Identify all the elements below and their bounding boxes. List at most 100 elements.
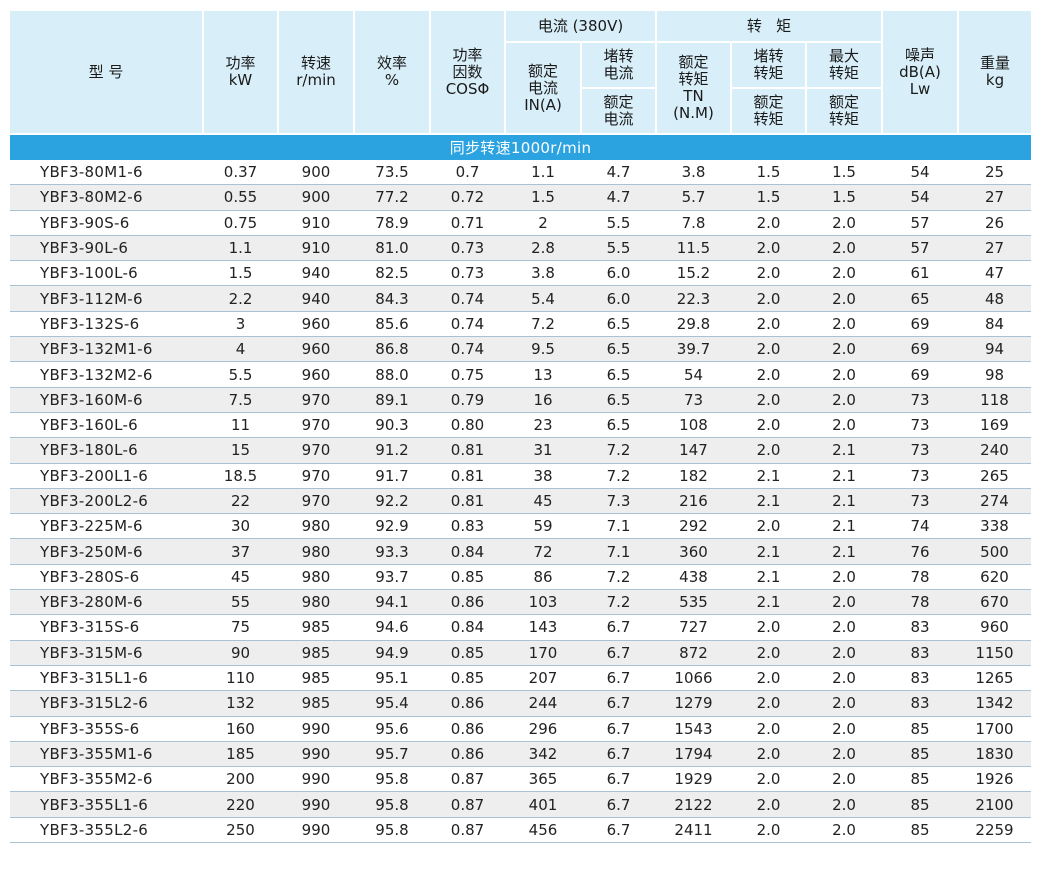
cell-locked-current-ratio: 6.7 <box>581 716 656 742</box>
cell-speed: 990 <box>278 766 354 793</box>
cell-weight: 1926 <box>958 766 1031 793</box>
cell-rated-torque: 108 <box>656 412 731 439</box>
cell-model: YBF3-315S-6 <box>10 614 203 641</box>
cell-locked-torque-ratio: 2.0 <box>731 690 806 717</box>
cell-max-torque-ratio: 2.1 <box>806 437 882 464</box>
cell-locked-torque-ratio: 2.0 <box>731 640 806 666</box>
cell-locked-current-ratio: 5.5 <box>581 235 656 262</box>
cell-rated-torque: 292 <box>656 513 731 540</box>
table-row: YBF3-355L1-6 220 990 95.8 0.87 401 6.7 2122 2.0 2… <box>10 791 1031 818</box>
cell-rated-current: 38 <box>505 463 581 489</box>
cell-rated-current: 13 <box>505 361 581 388</box>
cell-locked-torque-ratio: 2.0 <box>731 336 806 363</box>
cell-max-torque-ratio: 2.1 <box>806 488 882 515</box>
cell-locked-current-ratio: 6.7 <box>581 690 656 717</box>
table-row: YBF3-80M2-6 0.55 900 77.2 0.72 1.5 4.7 5.7 1.5 1.… <box>10 184 1031 211</box>
cell-rated-current: 207 <box>505 665 581 692</box>
cell-power-factor: 0.84 <box>430 614 505 641</box>
table-row: YBF3-132S-6 3 960 85.6 0.74 7.2 6.5 29.8 2.0 2.0 6… <box>10 311 1031 338</box>
cell-power-factor: 0.74 <box>430 336 505 363</box>
cell-max-torque-ratio: 2.0 <box>806 564 882 591</box>
cell-power: 2.2 <box>203 285 278 312</box>
cell-rated-torque: 147 <box>656 437 731 464</box>
table-row: YBF3-250M-6 37 980 93.3 0.84 72 7.1 360 2.1 2.1 76… <box>10 538 1031 565</box>
cell-noise: 69 <box>882 311 958 338</box>
cell-locked-torque-ratio: 2.0 <box>731 412 806 439</box>
cell-rated-current: 342 <box>505 741 581 768</box>
cell-speed: 990 <box>278 716 354 742</box>
cell-weight: 47 <box>958 260 1031 287</box>
cell-speed: 960 <box>278 311 354 338</box>
cell-noise: 54 <box>882 160 958 186</box>
cell-max-torque-ratio: 2.0 <box>806 311 882 338</box>
cell-efficiency: 85.6 <box>354 311 430 338</box>
cell-speed: 970 <box>278 412 354 439</box>
cell-weight: 1342 <box>958 690 1031 717</box>
cell-rated-current: 5.4 <box>505 285 581 312</box>
cell-power: 11 <box>203 412 278 439</box>
cell-model: YBF3-160M-6 <box>10 387 203 413</box>
cell-max-torque-ratio: 1.5 <box>806 184 882 211</box>
cell-speed: 910 <box>278 235 354 262</box>
cell-locked-current-ratio: 5.5 <box>581 210 656 236</box>
header-torque-group: 转 矩 <box>656 11 883 43</box>
cell-noise: 85 <box>882 817 958 844</box>
header-locked-torque: 堵转 转矩 <box>731 42 807 89</box>
cell-rated-current: 365 <box>505 766 581 793</box>
cell-power: 45 <box>203 564 278 591</box>
cell-max-torque-ratio: 2.0 <box>806 260 882 287</box>
cell-locked-torque-ratio: 2.0 <box>731 437 806 464</box>
cell-rated-current: 103 <box>505 589 581 616</box>
cell-locked-current-ratio: 6.7 <box>581 791 656 818</box>
cell-power-factor: 0.83 <box>430 513 505 540</box>
cell-power-factor: 0.87 <box>430 766 505 793</box>
cell-noise: 73 <box>882 387 958 413</box>
cell-locked-torque-ratio: 2.0 <box>731 361 806 388</box>
cell-model: YBF3-355L2-6 <box>10 817 203 844</box>
cell-locked-current-ratio: 7.2 <box>581 463 656 489</box>
cell-noise: 85 <box>882 716 958 742</box>
cell-max-torque-ratio: 2.0 <box>806 741 882 768</box>
cell-weight: 265 <box>958 463 1031 489</box>
cell-efficiency: 73.5 <box>354 160 430 186</box>
cell-noise: 78 <box>882 589 958 616</box>
cell-power: 15 <box>203 437 278 464</box>
cell-rated-torque: 11.5 <box>656 235 731 262</box>
cell-power: 22 <box>203 488 278 515</box>
header-max-torque: 最大 转矩 <box>806 42 883 89</box>
cell-rated-torque: 1279 <box>656 690 731 717</box>
cell-model: YBF3-315L1-6 <box>10 665 203 692</box>
table-row: YBF3-315L2-6 132 985 95.4 0.86 244 6.7 1279 2.0 2… <box>10 690 1031 717</box>
cell-speed: 970 <box>278 437 354 464</box>
cell-rated-torque: 1066 <box>656 665 731 692</box>
cell-efficiency: 92.2 <box>354 488 430 515</box>
cell-max-torque-ratio: 1.5 <box>806 160 882 186</box>
cell-power-factor: 0.85 <box>430 564 505 591</box>
cell-weight: 1830 <box>958 741 1031 768</box>
cell-locked-torque-ratio: 2.0 <box>731 741 806 768</box>
cell-power: 18.5 <box>203 463 278 489</box>
table-row: YBF3-80M1-6 0.37 900 73.5 0.7 1.1 4.7 3.8 1.5 1.5… <box>10 160 1031 186</box>
cell-max-torque-ratio: 2.1 <box>806 513 882 540</box>
table-row: YBF3-355M2-6 200 990 95.8 0.87 365 6.7 1929 2.0 2… <box>10 766 1031 793</box>
cell-power: 4 <box>203 336 278 363</box>
cell-noise: 74 <box>882 513 958 540</box>
cell-rated-torque: 438 <box>656 564 731 591</box>
header-speed: 转速 r/min <box>278 11 355 135</box>
cell-efficiency: 78.9 <box>354 210 430 236</box>
cell-efficiency: 89.1 <box>354 387 430 413</box>
cell-power: 0.55 <box>203 184 278 211</box>
header-model: 型 号 <box>10 11 204 135</box>
cell-speed: 980 <box>278 589 354 616</box>
cell-power: 160 <box>203 716 278 742</box>
cell-max-torque-ratio: 2.0 <box>806 716 882 742</box>
cell-weight: 620 <box>958 564 1031 591</box>
cell-weight: 1700 <box>958 716 1031 742</box>
cell-locked-current-ratio: 6.7 <box>581 614 656 641</box>
cell-rated-current: 296 <box>505 716 581 742</box>
cell-model: YBF3-80M2-6 <box>10 184 203 211</box>
cell-efficiency: 81.0 <box>354 235 430 262</box>
table-row: YBF3-355M1-6 185 990 95.7 0.86 342 6.7 1794 2.0 2… <box>10 741 1031 768</box>
cell-locked-current-ratio: 4.7 <box>581 184 656 211</box>
cell-power: 30 <box>203 513 278 540</box>
